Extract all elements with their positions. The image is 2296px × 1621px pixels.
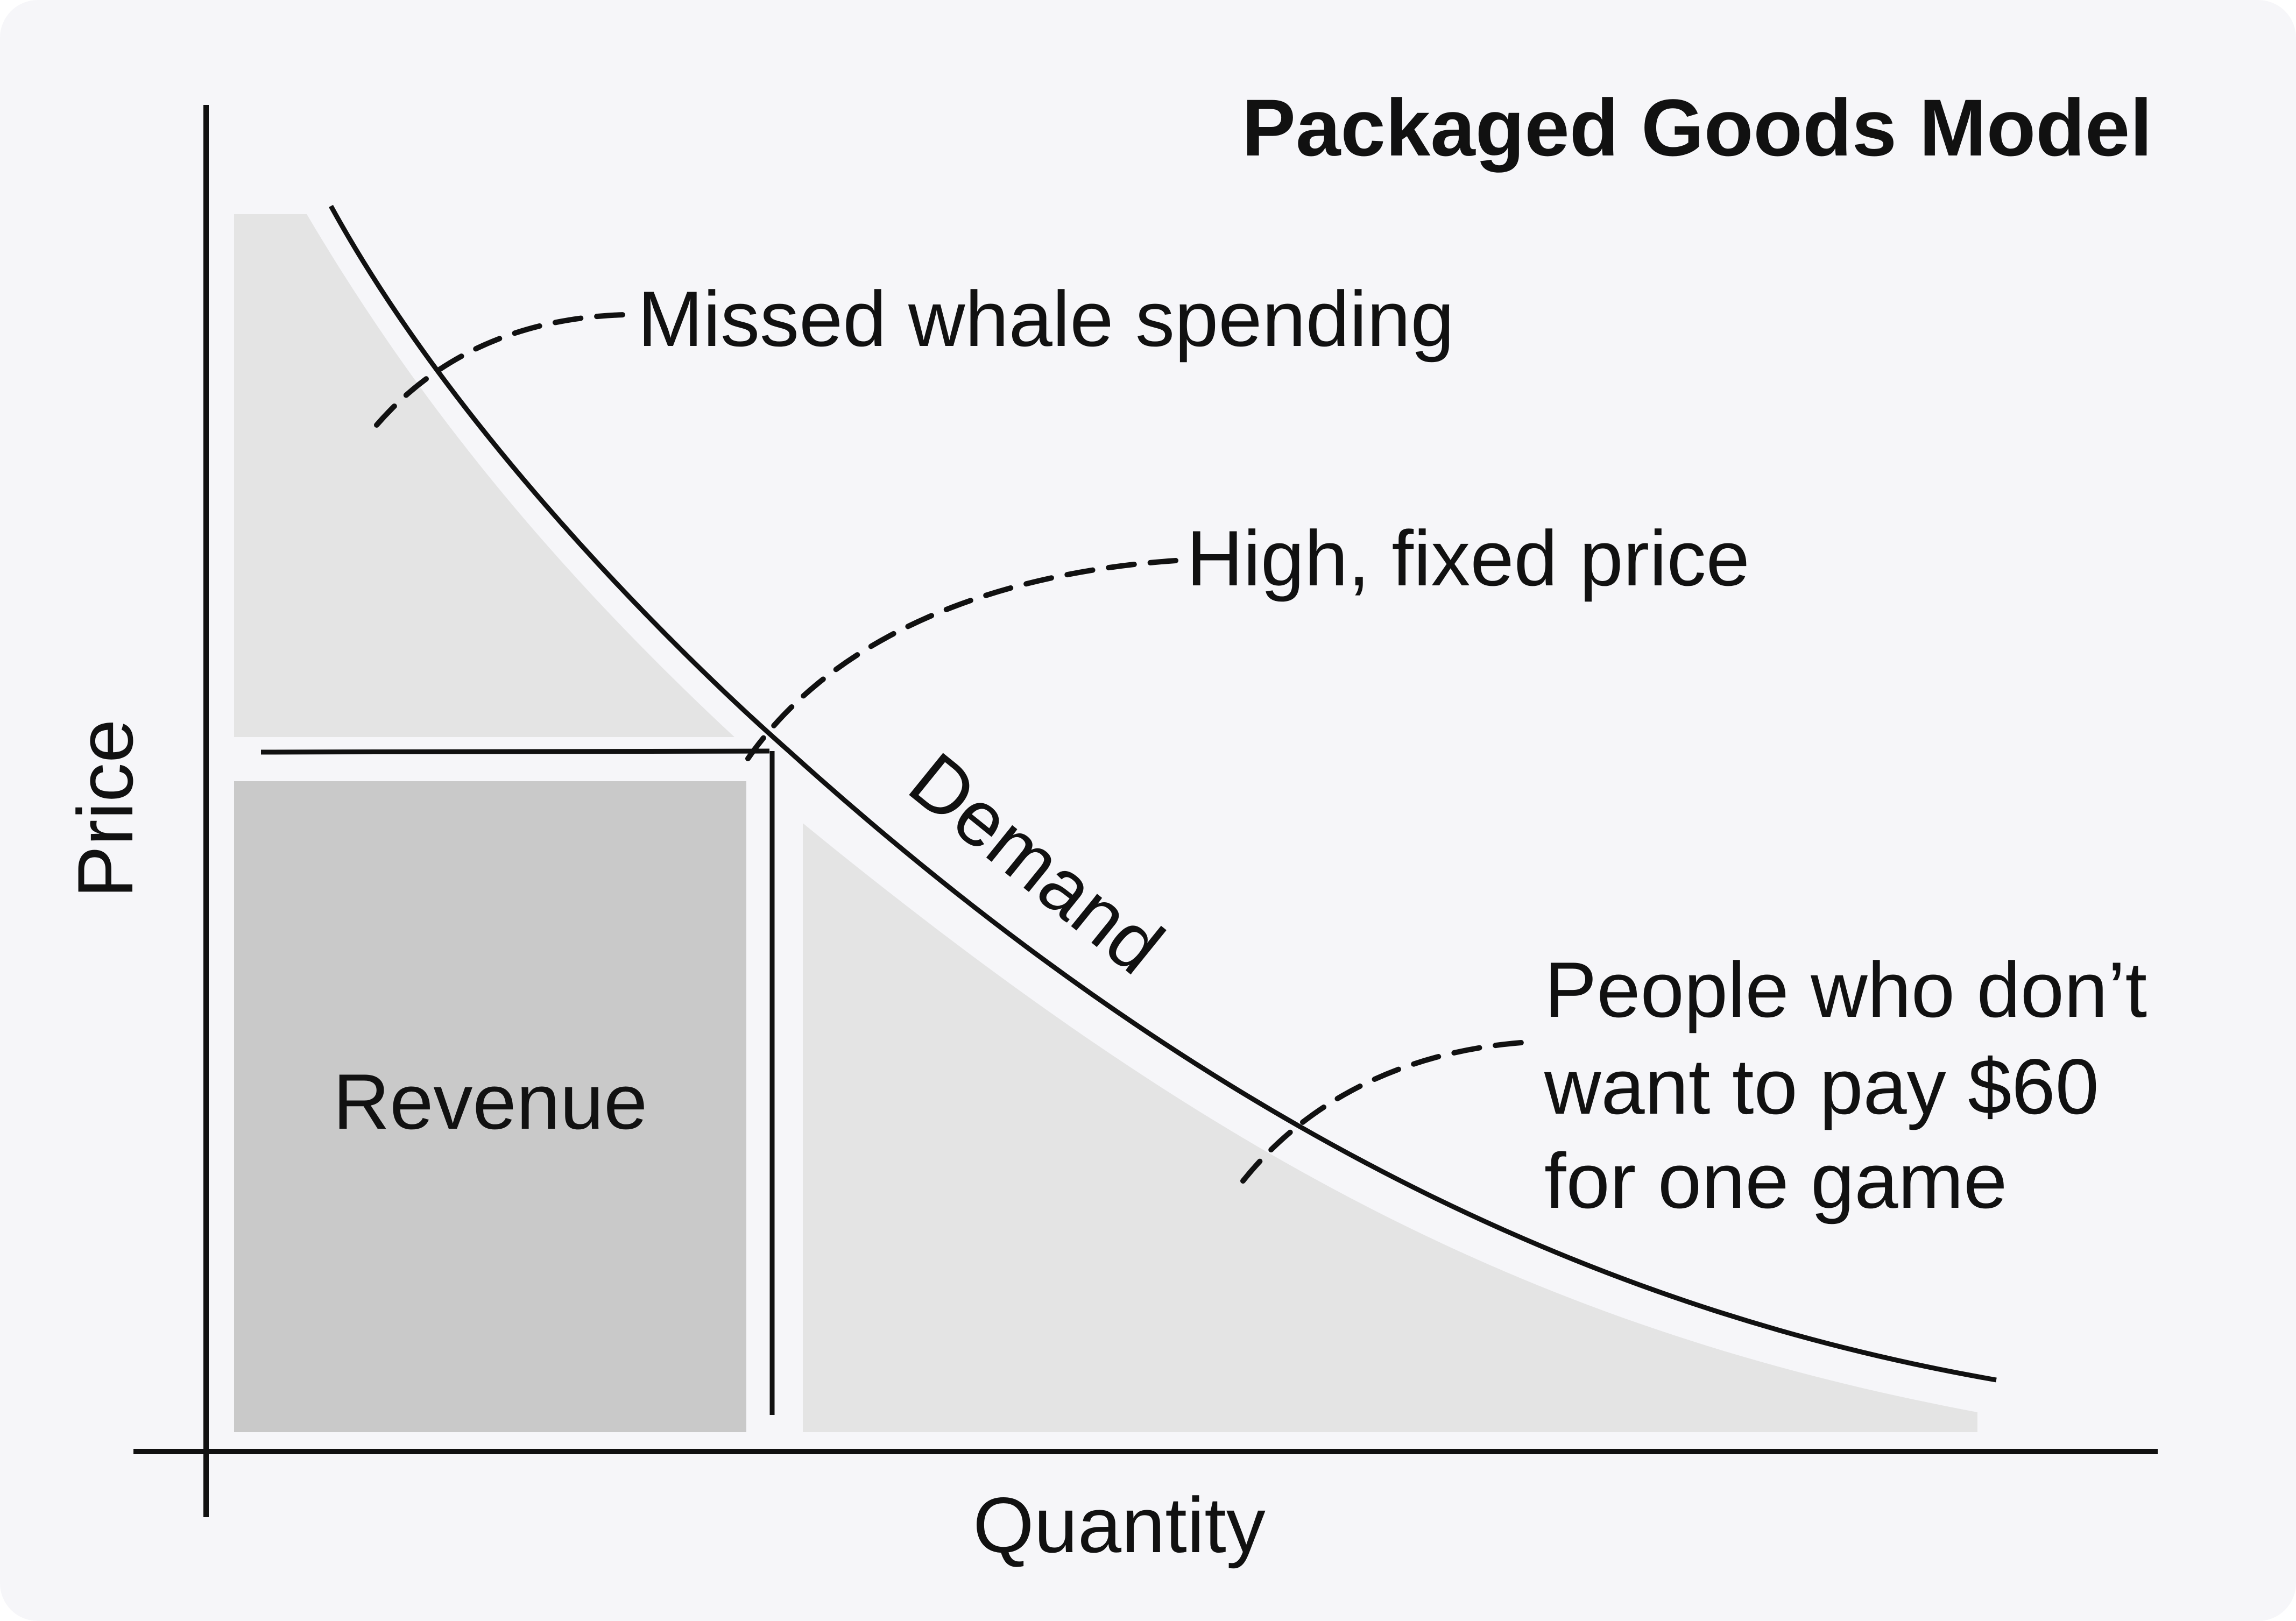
- people-label-line-2: want to pay $60: [1544, 1043, 2099, 1130]
- revenue-region: [234, 781, 746, 1432]
- diagram-title: Packaged Goods Model: [1242, 82, 2152, 173]
- price-line: [260, 748, 770, 755]
- fixed-price-leader: [745, 558, 1178, 761]
- people-label-line-1: People who don’t: [1544, 946, 2147, 1034]
- people-label-line-3: for one game: [1544, 1137, 2007, 1224]
- missed-whale-region: [234, 214, 734, 737]
- fixed-price-label: High, fixed price: [1186, 514, 1750, 602]
- demand-curve: [329, 204, 1997, 1383]
- people-label: People who don’t want to pay $60 for one…: [1544, 946, 2169, 1224]
- y-axis-label: Price: [61, 719, 149, 898]
- lost-demand-region: [803, 823, 1977, 1432]
- people-leader: [1240, 1039, 1531, 1184]
- revenue-label: Revenue: [333, 1058, 647, 1145]
- missed-whale-leader: [374, 312, 627, 428]
- missed-whale-label: Missed whale spending: [638, 275, 1454, 363]
- x-axis-label: Quantity: [973, 1481, 1266, 1569]
